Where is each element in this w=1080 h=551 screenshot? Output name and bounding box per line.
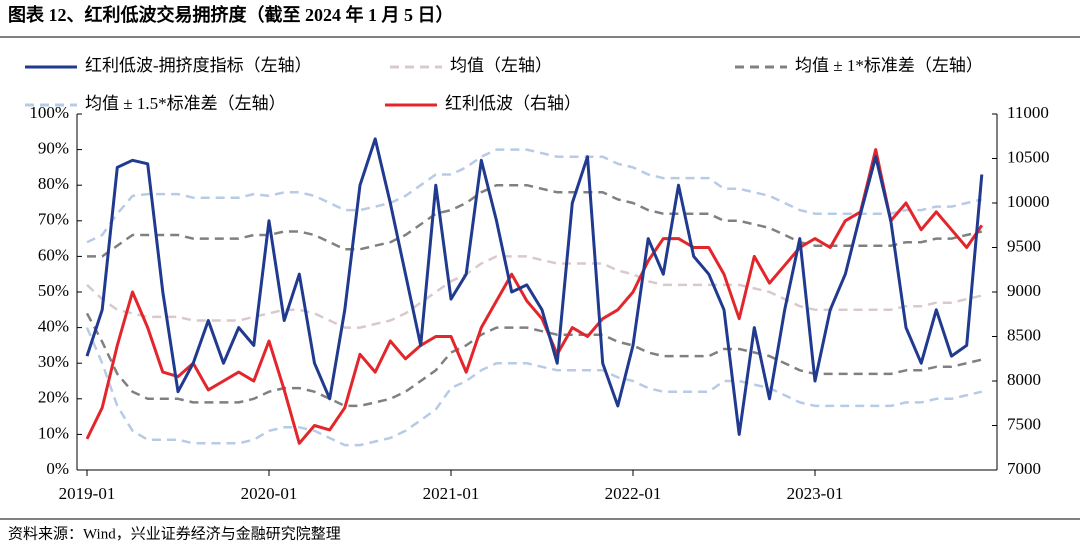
y-tick-label: 100% — [29, 103, 69, 122]
y-tick-label: 0% — [46, 459, 69, 478]
x-tick-label: 2023-01 — [787, 484, 844, 503]
chart-title: 图表 12、红利低波交易拥挤度（截至 2024 年 1 月 5 日） — [8, 4, 454, 25]
y-tick-label: 30% — [38, 352, 69, 371]
x-tick-label: 2021-01 — [423, 484, 480, 503]
y2-tick-label: 11000 — [1007, 103, 1049, 122]
y-tick-label: 40% — [38, 317, 69, 336]
y-tick-label: 10% — [38, 423, 69, 442]
y-tick-label: 20% — [38, 388, 69, 407]
y-tick-label: 90% — [38, 139, 69, 158]
legend-label: 均值 ± 1*标准差（左轴） — [795, 56, 983, 75]
legend-label: 红利低波（右轴） — [445, 94, 581, 113]
legend-label: 均值 ± 1.5*标准差（左轴） — [85, 94, 286, 113]
source: 资料来源：Wind，兴业证券经济与金融研究院整理 — [8, 524, 341, 542]
y-tick-label: 80% — [38, 174, 69, 193]
series-line — [86, 255, 983, 329]
band-line — [85, 312, 983, 408]
y-tick-label: 60% — [38, 245, 69, 264]
y-tick-label: 50% — [38, 281, 69, 300]
y2-tick-label: 7000 — [1007, 459, 1041, 478]
y2-tick-label: 10000 — [1007, 192, 1050, 211]
y-tick-label: 70% — [38, 210, 69, 229]
y2-tick-label: 8500 — [1007, 325, 1041, 344]
y2-tick-label: 8000 — [1007, 370, 1041, 389]
x-tick-label: 2019-01 — [59, 484, 116, 503]
x-tick-label: 2020-01 — [241, 484, 298, 503]
legend-label: 均值（左轴） — [450, 56, 552, 75]
x-tick-label: 2022-01 — [605, 484, 662, 503]
legend-label: 红利低波-拥挤度指标（左轴） — [85, 56, 312, 75]
series-line — [85, 137, 984, 436]
band-line — [85, 327, 983, 447]
y2-tick-label: 7500 — [1007, 414, 1041, 433]
y2-tick-label: 9500 — [1007, 236, 1041, 255]
band-line — [86, 148, 983, 244]
y2-tick-label: 9000 — [1007, 281, 1041, 300]
series-line — [85, 148, 984, 445]
y2-tick-label: 10500 — [1007, 147, 1050, 166]
